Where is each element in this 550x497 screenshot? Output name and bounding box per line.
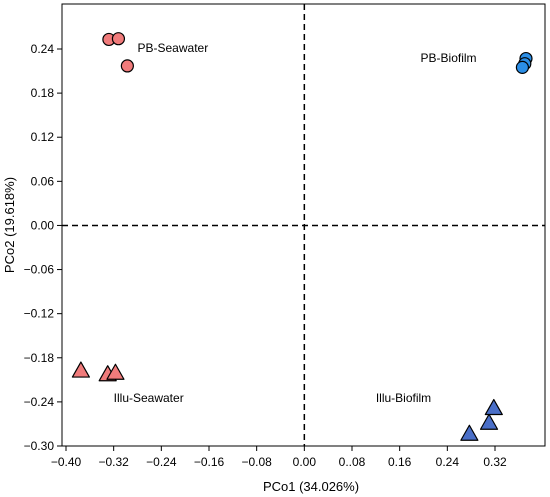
y-tick-label: 0.00 [31, 218, 55, 232]
x-tick-label: 0.24 [436, 455, 460, 469]
data-points [71, 32, 533, 441]
x-tick-label: −0.08 [241, 455, 272, 469]
y-tick-label: −0.06 [24, 263, 55, 277]
x-tick-label: −0.24 [146, 455, 177, 469]
y-tick-label: −0.18 [24, 351, 55, 365]
y-tick-label: 0.18 [31, 86, 55, 100]
x-tick-label: 0.32 [483, 455, 507, 469]
x-tick-label: 0.00 [293, 455, 317, 469]
y-tick-label: −0.30 [24, 439, 55, 453]
y-tick-label: −0.12 [24, 307, 55, 321]
y-tick-label: 0.24 [31, 42, 55, 56]
illu-seawater-point [106, 363, 125, 380]
pb-seawater-point [120, 59, 134, 73]
illu-biofilm-point [484, 398, 503, 416]
pb-biofilm-point [515, 60, 530, 74]
illu-biofilm-point [479, 413, 499, 430]
illu-seawater-point [71, 361, 90, 378]
x-tick-label: 0.16 [388, 455, 412, 469]
x-tick-label: 0..08 [339, 455, 366, 469]
x-tick-label: −0.32 [98, 455, 129, 469]
y-axis-ticks: −0.30 −0.24 −0.18 −0.12 −0.06 0.00 0.06 0.12 0.1… [24, 42, 62, 453]
x-tick-label: −0.40 [51, 455, 82, 469]
y-tick-label: 0.06 [31, 174, 55, 188]
x-tick-label: −0.16 [194, 455, 225, 469]
y-axis-title: PCo2 (19.618%) [2, 177, 17, 273]
illu-biofilm-point [460, 424, 479, 441]
x-axis-ticks: −0.40 −0.32 −0.24 −0.16 −0.08 0.00 0..08 0.16 0.… [51, 446, 507, 469]
pb-seawater-label: PB-Seawater [138, 41, 209, 55]
x-axis-title: PCo1 (34.026%) [263, 479, 359, 494]
pb-biofilm-label: PB-Biofilm [421, 51, 477, 65]
illu-seawater-label: Illu-Seawater [114, 391, 184, 405]
reference-lines [62, 4, 545, 446]
y-tick-label: −0.24 [24, 395, 55, 409]
y-tick-label: 0.12 [31, 130, 55, 144]
group-labels: PB-Seawater PB-Biofilm Illu-Seawater Illu-B… [114, 41, 477, 405]
illu-biofilm-label: Illu-Biofilm [376, 391, 431, 405]
pb-seawater-point [111, 32, 126, 46]
